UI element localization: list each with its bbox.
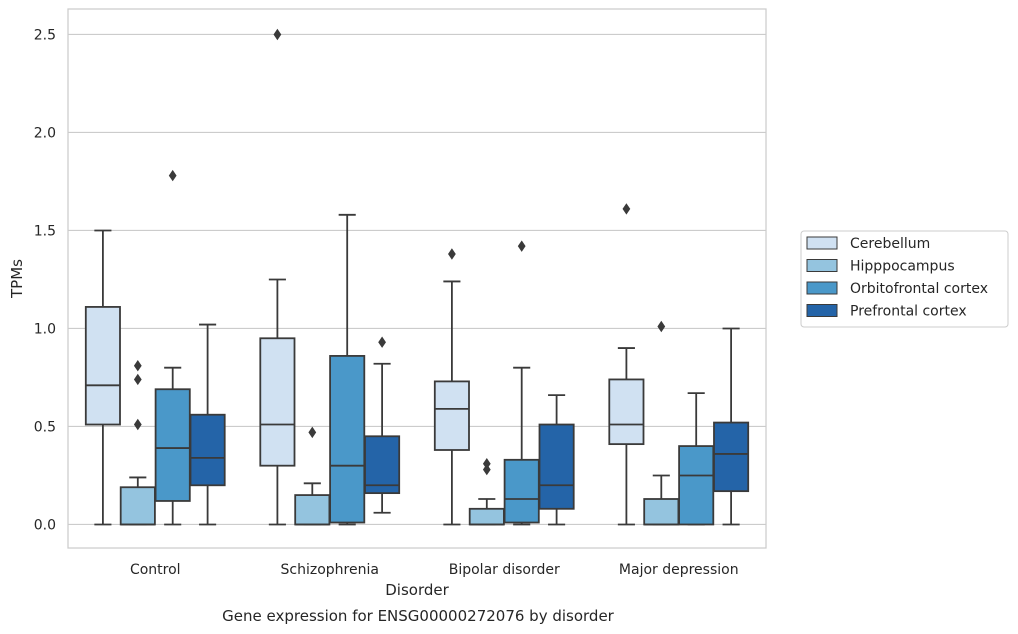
box-hipppocampus	[643, 320, 680, 526]
box-orbitofrontal-cortex	[678, 392, 715, 526]
y-tick-label: 1.0	[34, 321, 56, 337]
box-body	[329, 355, 366, 524]
outlier-point	[657, 320, 666, 333]
x-tick-label: Major depression	[619, 562, 739, 578]
x-axis-ticks: Control Schizophrenia Bipolar disorder Majo…	[130, 562, 739, 578]
outlier-point	[622, 203, 631, 215]
x-tick-label: Schizophrenia	[281, 562, 379, 578]
box-body	[259, 337, 296, 467]
outlier-point	[133, 418, 142, 431]
box-hipppocampus	[294, 426, 331, 526]
box-prefrontal-cortex	[713, 327, 750, 526]
box-body	[503, 458, 540, 524]
outlier-point	[168, 169, 177, 182]
outlier-point	[273, 28, 282, 41]
box-body	[678, 445, 715, 526]
outlier-point	[133, 373, 142, 386]
box-hipppocampus	[468, 458, 505, 526]
box-cerebellum	[259, 28, 296, 526]
chart-caption: Gene expression for ENSG00000272076 by d…	[222, 607, 615, 625]
box-plot-series	[84, 28, 750, 526]
box-orbitofrontal-cortex	[503, 240, 540, 526]
box-prefrontal-cortex	[538, 394, 575, 526]
y-tick-label: 1.5	[34, 223, 56, 239]
y-tick-label: 2.0	[34, 125, 56, 141]
box-body	[538, 423, 575, 510]
legend-entry: Hipppocampus	[850, 259, 955, 275]
legend-frame	[800, 230, 1009, 328]
box-body	[294, 494, 331, 526]
box-body	[468, 507, 505, 526]
outlier-point	[133, 360, 142, 372]
outlier-point	[308, 426, 317, 439]
y-axis-label: TPMs	[8, 259, 26, 299]
box-prefrontal-cortex	[189, 323, 226, 526]
legend-entry: Cerebellum	[850, 236, 930, 252]
legend-entry: Orbitofrontal cortex	[850, 281, 988, 297]
y-tick-label: 0.0	[34, 517, 56, 533]
legend-swatch	[806, 236, 838, 250]
box-prefrontal-cortex	[364, 336, 401, 514]
box-orbitofrontal-cortex	[154, 169, 191, 526]
box-body	[713, 421, 750, 493]
box-cerebellum	[84, 229, 121, 526]
y-tick-label: 0.5	[34, 419, 56, 435]
box-cerebellum	[608, 203, 645, 526]
plot-frame	[67, 8, 767, 549]
x-axis-label: Disorder	[385, 581, 449, 599]
box-body	[119, 486, 156, 526]
box-orbitofrontal-cortex	[329, 213, 366, 526]
box-body	[643, 498, 680, 526]
y-tick-label: 2.5	[34, 27, 56, 43]
outlier-point	[448, 248, 456, 260]
legend-swatch	[806, 281, 838, 295]
outlier-point	[482, 463, 491, 476]
box-hipppocampus	[119, 360, 156, 526]
box-body	[608, 378, 645, 446]
y-axis-ticks: 0.0 0.5 1.0 1.5 2.0 2.5	[34, 27, 56, 533]
legend-swatch	[806, 304, 838, 317]
box-body	[433, 380, 470, 451]
box-body	[364, 435, 401, 495]
outlier-point	[378, 336, 386, 348]
box-cerebellum	[433, 248, 470, 526]
x-tick-label: Control	[130, 562, 181, 578]
box-body	[154, 388, 191, 502]
legend-entry: Prefrontal cortex	[850, 304, 967, 320]
outlier-point	[482, 458, 491, 470]
legend: Cerebellum Hipppocampus Orbitofrontal cort…	[800, 230, 1009, 328]
box-body	[189, 413, 226, 487]
x-tick-label: Bipolar disorder	[449, 562, 560, 578]
box-body	[84, 306, 121, 426]
legend-swatch	[806, 259, 838, 272]
outlier-point	[517, 240, 526, 252]
